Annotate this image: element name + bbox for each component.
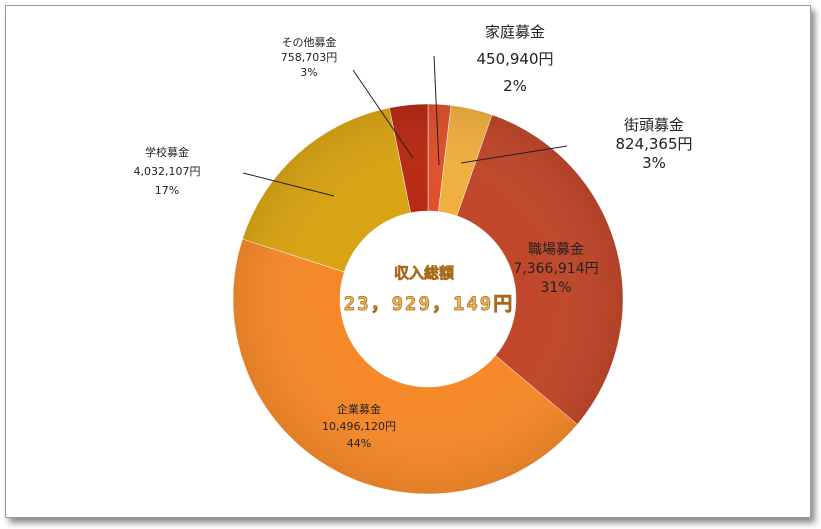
slice-gakko xyxy=(242,107,411,273)
label-percent-gaito: 3% xyxy=(642,154,666,172)
label-percent-kigyo: 44% xyxy=(347,437,371,450)
label-name-shokuba: 職場募金 xyxy=(528,242,584,258)
label-name-kigyo: 企業募金 xyxy=(337,402,381,416)
label-percent-sonota: 3% xyxy=(300,66,317,79)
label-name-gakko: 学校募金 xyxy=(145,145,189,159)
slice-labels: 家庭募金450,940円2%街頭募金824,365円3%職場募金7,366,91… xyxy=(134,23,693,450)
label-name-katei: 家庭募金 xyxy=(485,23,545,41)
label-amount-gakko: 4,032,107円 xyxy=(134,165,201,178)
leader-line-katei xyxy=(433,55,440,166)
label-amount-katei: 450,940円 xyxy=(476,50,553,68)
label-name-gaito: 街頭募金 xyxy=(624,116,684,134)
leader-line-gakko xyxy=(242,172,335,197)
leader-line-sonota xyxy=(352,69,414,159)
donut-chart: 家庭募金450,940円2%街頭募金824,365円3%職場募金7,366,91… xyxy=(134,23,693,495)
chart-frame: 家庭募金 450,940円 2% 街頭募金 824,365円 3% 職場募金 7,366,91… xyxy=(5,5,811,518)
label-amount-kigyo: 10,496,120円 xyxy=(322,420,396,433)
leader-lines xyxy=(242,55,568,197)
label-amount-shokuba: 7,366,914円 xyxy=(513,261,598,277)
label-percent-shokuba: 31% xyxy=(540,280,571,296)
label-name-sonota: その他募金 xyxy=(282,35,337,49)
label-percent-katei: 2% xyxy=(503,77,527,95)
center-title: 収入総額 xyxy=(394,264,454,282)
label-percent-gakko: 17% xyxy=(155,184,179,197)
leader-line-gaito xyxy=(460,145,568,164)
center-total: 23，929，149円 xyxy=(344,293,515,315)
label-amount-gaito: 824,365円 xyxy=(615,135,692,153)
label-amount-sonota: 758,703円 xyxy=(281,51,338,64)
